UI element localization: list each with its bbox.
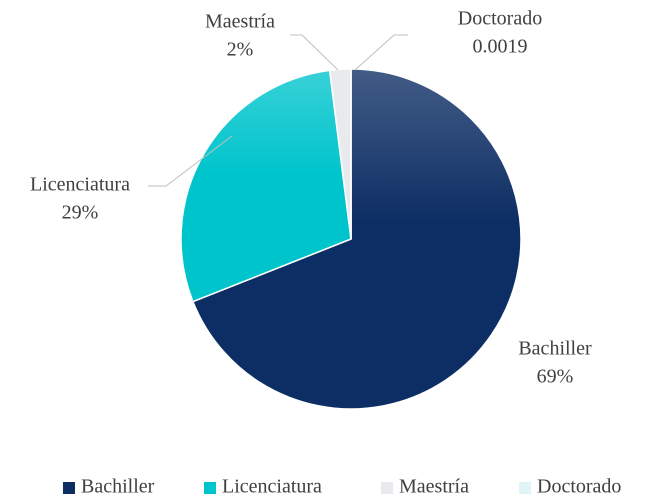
data-label-name: Bachiller — [518, 338, 592, 360]
data-label-value: 2% — [227, 39, 254, 61]
legend-label: Doctorado — [537, 476, 621, 498]
pie — [180, 68, 522, 410]
legend-label: Maestría — [399, 476, 469, 498]
data-label-name: Licenciatura — [30, 174, 130, 196]
legend-label: Bachiller — [81, 476, 155, 498]
data-label-name: Doctorado — [458, 8, 542, 30]
leader-line — [354, 34, 408, 71]
data-label-name: Maestría — [205, 11, 275, 33]
data-label-value: 0.0019 — [473, 36, 528, 58]
legend-swatch — [519, 482, 531, 494]
legend-swatch — [63, 482, 75, 494]
legend-swatch — [381, 482, 393, 494]
leader-line — [290, 34, 339, 71]
data-label-value: 29% — [62, 202, 99, 224]
legend-swatch — [204, 482, 216, 494]
data-label-value: 69% — [537, 366, 574, 388]
legend-label: Licenciatura — [222, 476, 322, 498]
leader-line — [148, 135, 233, 187]
